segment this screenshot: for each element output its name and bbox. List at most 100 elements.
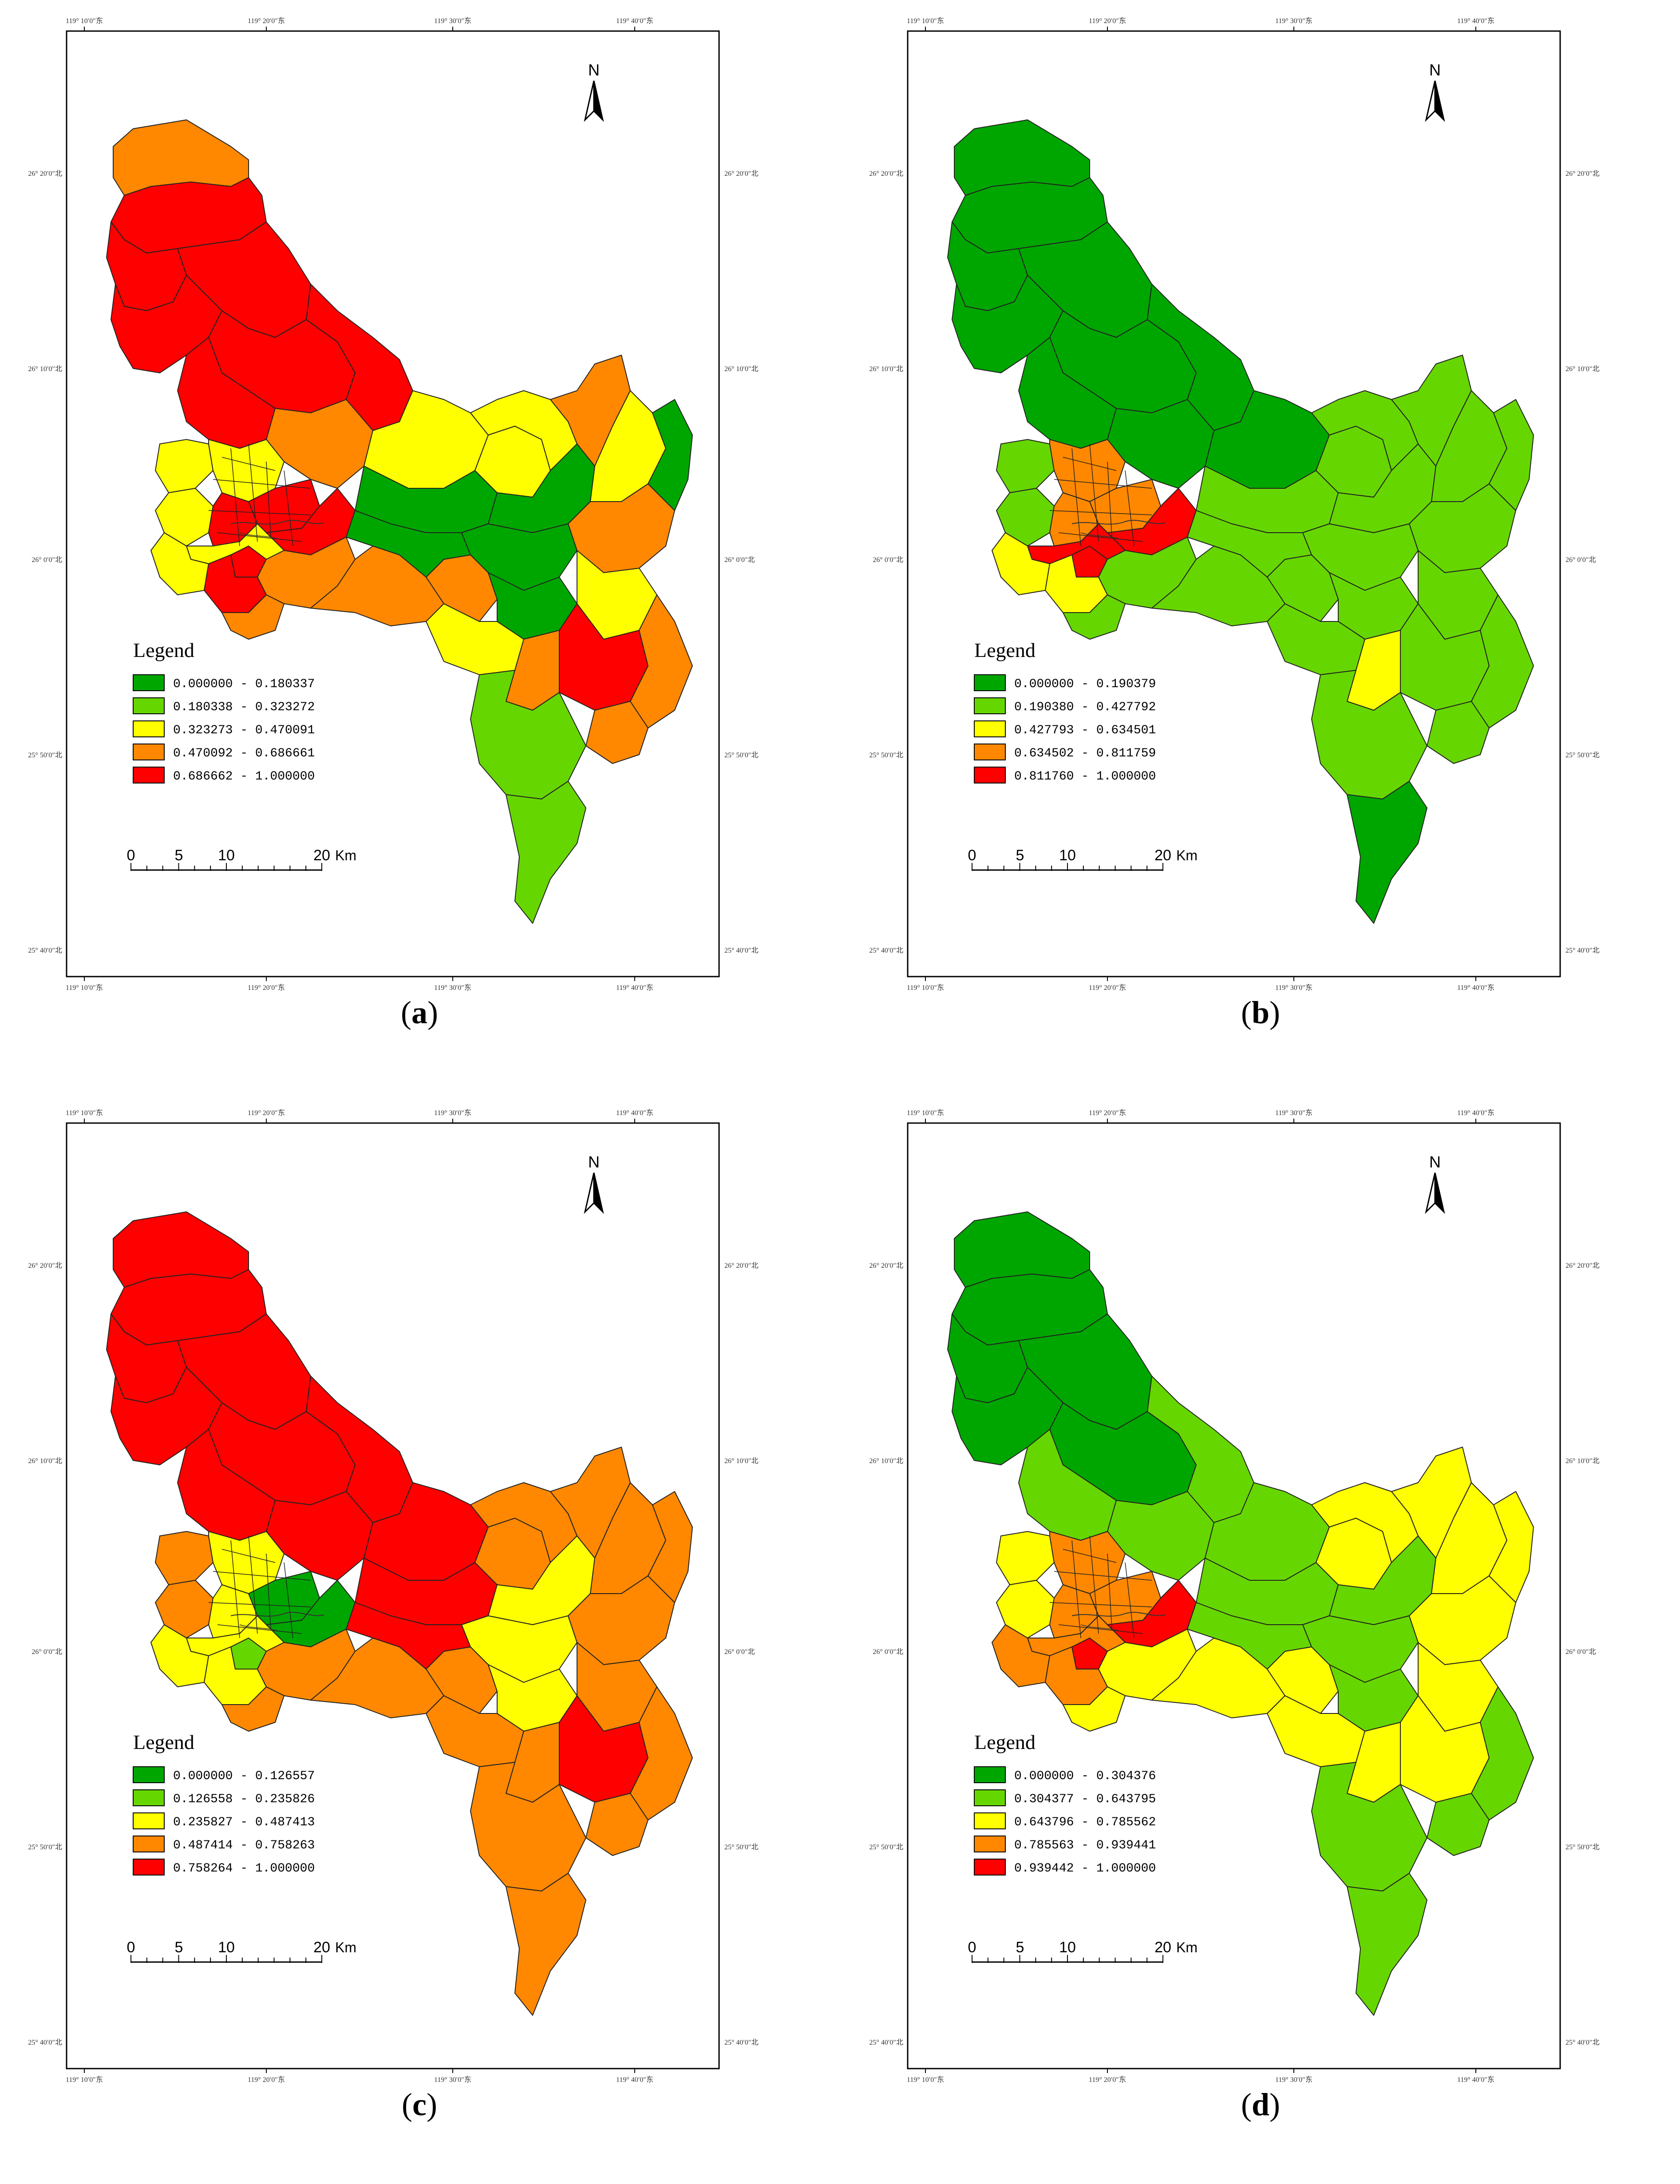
panel-caption-letter: c xyxy=(412,2087,427,2122)
latitude-tick-right: 25° 40′0″北 xyxy=(1565,2038,1600,2046)
legend-label: 0.304377 - 0.643795 xyxy=(1014,1792,1156,1806)
longitude-tick-top: 119° 20′0″东 xyxy=(1089,1109,1126,1117)
latitude-tick-left: 26° 20′0″北 xyxy=(28,170,62,178)
longitude-tick-bottom: 119° 40′0″东 xyxy=(616,984,653,992)
district-region xyxy=(221,594,285,640)
district-region xyxy=(1187,1602,1312,1670)
longitude-tick-top: 119° 20′0″东 xyxy=(248,17,285,25)
latitude-tick-right: 26° 20′0″北 xyxy=(724,170,759,178)
district-region xyxy=(1409,483,1516,573)
district-region xyxy=(1409,1575,1516,1665)
district-region xyxy=(155,1580,213,1638)
panel-caption: (b) xyxy=(1241,995,1280,1030)
district-region xyxy=(1347,1873,1427,2016)
longitude-tick-top: 119° 30′0″东 xyxy=(434,17,471,25)
longitude-tick-bottom: 119° 20′0″东 xyxy=(1089,984,1126,992)
longitude-tick-top: 119° 10′0″东 xyxy=(66,17,103,25)
ward-boundary xyxy=(208,510,311,515)
latitude-tick-right: 26° 20′0″北 xyxy=(1565,170,1600,178)
panel-caption: (c) xyxy=(402,2087,437,2122)
scale-bar-label: 0 xyxy=(127,1939,135,1956)
ward-boundary xyxy=(230,1540,240,1638)
map-panel-a: 119° 10′0″东 119° 20′0″东 119° 30′0″东 119° 40… xyxy=(0,0,839,1092)
district-region xyxy=(996,1580,1055,1638)
legend-label: 0.758264 - 1.000000 xyxy=(173,1862,315,1875)
legend-title: Legend xyxy=(974,1731,1036,1753)
scale-bar-label: 20 xyxy=(313,1939,330,1956)
map-panel-d: 119° 10′0″东 119° 20′0″东 119° 30′0″东 119° 40… xyxy=(841,1092,1680,2184)
ward-boundary xyxy=(213,1571,311,1581)
legend-swatch xyxy=(974,1812,1006,1829)
legend-label: 0.180338 - 0.323272 xyxy=(173,700,315,714)
latitude-tick-left: 25° 50′0″北 xyxy=(28,751,62,759)
river-line xyxy=(1080,532,1121,540)
map-panel-b: 119° 10′0″东 119° 20′0″东 119° 30′0″东 119° 40… xyxy=(841,0,1680,1092)
north-arrow-label: N xyxy=(1429,1153,1441,1171)
longitude-tick-bottom: 119° 30′0″东 xyxy=(1275,984,1312,992)
legend-title: Legend xyxy=(974,639,1036,661)
longitude-tick-bottom: 119° 10′0″东 xyxy=(66,2076,103,2084)
legend-swatch xyxy=(133,1766,165,1783)
longitude-tick-bottom: 119° 40′0″东 xyxy=(1457,2076,1494,2084)
legend-label: 0.686662 - 1.000000 xyxy=(173,770,315,783)
longitude-tick-bottom: 119° 10′0″东 xyxy=(907,2076,944,2084)
latitude-tick-left: 25° 40′0″北 xyxy=(869,2038,903,2046)
latitude-tick-right: 25° 50′0″北 xyxy=(1565,751,1600,759)
latitude-tick-left: 26° 20′0″北 xyxy=(869,170,903,178)
legend-swatch xyxy=(974,674,1006,691)
legend-swatch xyxy=(974,767,1006,783)
ward-boundary xyxy=(1054,479,1152,489)
district-region xyxy=(506,781,586,924)
river-line xyxy=(230,1612,324,1617)
legend-swatch xyxy=(974,1766,1006,1783)
river-line xyxy=(230,520,324,525)
district-region xyxy=(470,670,586,799)
legend-swatch xyxy=(133,1836,165,1852)
longitude-tick-top: 119° 30′0″东 xyxy=(434,1109,471,1117)
district-region xyxy=(630,1686,693,1820)
longitude-tick-top: 119° 10′0″东 xyxy=(66,1109,103,1117)
legend-label: 0.000000 - 0.180337 xyxy=(173,677,315,691)
longitude-tick-top: 119° 40′0″东 xyxy=(1457,17,1494,25)
longitude-tick-top: 119° 20′0″东 xyxy=(1089,17,1126,25)
ward-boundary xyxy=(221,457,276,471)
north-arrow-icon xyxy=(1434,80,1445,122)
north-arrow-label: N xyxy=(1429,61,1441,79)
latitude-tick-right: 26° 10′0″北 xyxy=(1565,365,1600,373)
latitude-tick-right: 26° 0′0″北 xyxy=(1565,556,1596,564)
ward-boundary xyxy=(1089,1535,1099,1634)
legend-title: Legend xyxy=(133,639,194,661)
ward-boundary xyxy=(248,443,258,542)
longitude-tick-bottom: 119° 30′0″东 xyxy=(434,984,471,992)
ward-boundary xyxy=(1058,532,1143,542)
legend-label: 0.000000 - 0.304376 xyxy=(1014,1769,1156,1783)
district-region xyxy=(996,1531,1055,1585)
ward-boundary xyxy=(221,1549,276,1563)
ward-boundary xyxy=(1058,1624,1143,1634)
latitude-tick-right: 26° 10′0″北 xyxy=(1565,1457,1600,1465)
latitude-tick-right: 26° 20′0″北 xyxy=(1565,1262,1600,1270)
ward-boundary xyxy=(284,1562,293,1638)
panel-caption-letter: a xyxy=(411,995,427,1030)
legend-label: 0.323273 - 0.470091 xyxy=(173,724,315,737)
longitude-tick-top: 119° 30′0″东 xyxy=(1275,1109,1312,1117)
ward-boundary xyxy=(1063,457,1117,471)
map-svg: 119° 10′0″东 119° 20′0″东 119° 30′0″东 119° 40… xyxy=(869,1109,1600,2084)
scale-bar-label: 10 xyxy=(218,847,235,864)
legend-swatch xyxy=(974,744,1006,760)
latitude-tick-right: 26° 20′0″北 xyxy=(724,1262,759,1270)
scale-bar-label: 10 xyxy=(1059,847,1076,864)
latitude-tick-left: 25° 40′0″北 xyxy=(869,946,903,954)
district-region xyxy=(155,1531,213,1585)
latitude-tick-right: 25° 40′0″北 xyxy=(724,2038,759,2046)
scale-bar-label: 10 xyxy=(1059,1939,1076,1956)
ward-boundary xyxy=(208,1602,311,1607)
longitude-tick-top: 119° 30′0″东 xyxy=(1275,17,1312,25)
ward-boundary xyxy=(1049,1602,1152,1607)
district-region xyxy=(1471,594,1534,728)
legend-label: 0.000000 - 0.126557 xyxy=(173,1769,315,1783)
legend-swatch xyxy=(974,1859,1006,1875)
district-region xyxy=(1311,1762,1427,1891)
scale-bar-unit: Km xyxy=(335,847,356,863)
legend-label: 0.235827 - 0.487413 xyxy=(173,1816,315,1829)
